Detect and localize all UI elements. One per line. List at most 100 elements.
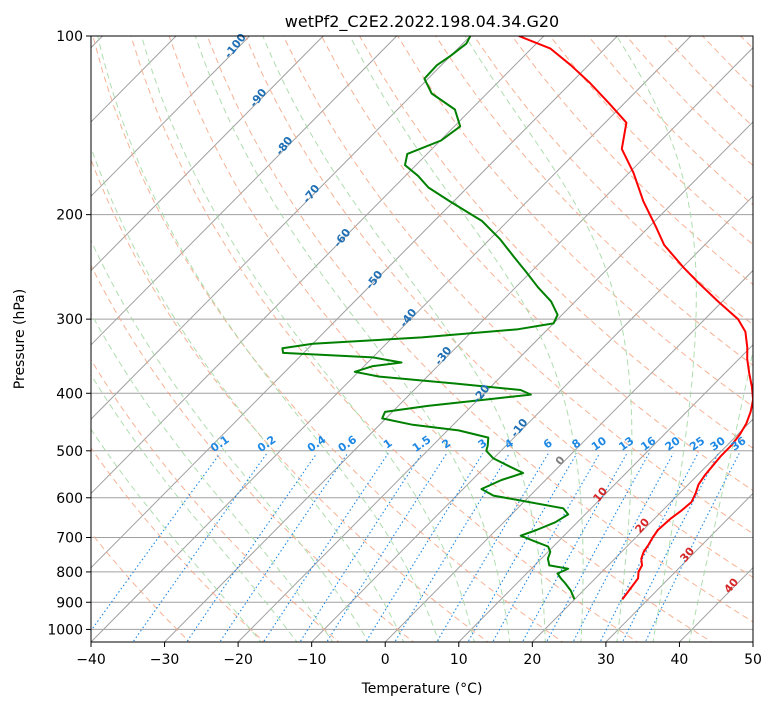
dry-adiabat-label: 0 (553, 453, 568, 467)
mixing-ratio-label: 0.4 (305, 433, 329, 455)
mixing-ratio-line (365, 453, 484, 642)
isotherm--30 (164, 46, 753, 642)
moist-adiabat-label: -70 (300, 182, 323, 206)
moist-adiabat-5 (97, 36, 440, 642)
dry-adiabat-120 (473, 36, 753, 326)
mixing-ratio-line (91, 453, 221, 632)
y-tick-label: 500 (56, 444, 83, 460)
mixing-ratio-line (262, 453, 389, 642)
mixing-ratio-line (436, 453, 549, 642)
y-tick-label: 200 (56, 208, 83, 224)
mixing-ratio-label: 0.1 (208, 433, 231, 455)
y-tick-label: 700 (56, 531, 83, 547)
isotherm-30 (605, 492, 753, 642)
dewpoint-line (281, 36, 576, 600)
dry-adiabat-0 (91, 264, 415, 642)
mixing-ratio-label: 0.6 (336, 433, 360, 455)
mixing-ratio-line (394, 453, 510, 642)
dry-adiabat-30 (130, 36, 639, 642)
mixing-ratio-line (492, 453, 601, 642)
moist-adiabat-35 (616, 36, 697, 642)
dry-adiabat-110 (435, 36, 753, 366)
moist-adiabat--5 (91, 239, 369, 642)
mixing-ratio-label: 1.5 (410, 433, 433, 455)
x-axis: −40 −30 −20 −10 0 10 20 30 40 50 (76, 642, 762, 668)
mixing-ratio-line (644, 453, 740, 642)
moist-adiabat-0 (91, 145, 405, 642)
y-tick-label: 800 (56, 565, 83, 581)
moist-adiabat-30 (464, 36, 633, 642)
dry-adiabat-label: 30 (677, 544, 697, 564)
moist-adiabat--20 (91, 428, 262, 642)
mixing-ratio-line (521, 453, 628, 642)
dry-adiabat-40 (168, 36, 713, 642)
x-axis-title: Temperature (°C) (361, 681, 483, 697)
x-tick-label: −10 (297, 652, 327, 668)
mixing-ratio-line (572, 453, 674, 642)
moist-adiabat-40 (688, 348, 753, 642)
mixing-ratio-label: 1 (381, 436, 395, 451)
isotherm--100 (91, 36, 250, 197)
dry-adiabat--20 (91, 447, 266, 642)
dry-adiabat-70 (282, 36, 753, 535)
x-tick-label: 30 (597, 652, 615, 668)
mixing-ratio-label: 2 (440, 436, 454, 451)
moist-adiabat-15 (194, 36, 511, 642)
x-tick-label: −30 (150, 652, 180, 668)
y-tick-label: 300 (56, 312, 83, 328)
y-axis-title: Pressure (hPa) (12, 289, 28, 389)
isotherm--80 (91, 36, 398, 346)
mixing-ratio-line (545, 453, 650, 642)
y-tick-label: 600 (56, 491, 83, 507)
dry-adiabat-80 (321, 36, 753, 492)
moist-adiabat-label: -60 (331, 226, 354, 250)
moist-adiabat-label: -50 (363, 268, 386, 292)
isotherm--70 (91, 36, 471, 420)
x-tick-label: 10 (450, 652, 468, 668)
x-tick-label: 20 (523, 652, 541, 668)
x-tick-label: −40 (76, 652, 106, 668)
moist-adiabat-label: -90 (247, 86, 270, 110)
y-tick-label: 100 (56, 29, 83, 45)
temperature-line (518, 36, 753, 600)
y-tick-label: 900 (56, 595, 83, 611)
moist-adiabat-25 (349, 36, 584, 642)
y-tick-label: 1000 (47, 622, 83, 638)
line-labels: 0.1 0.2 0.4 0.6 1 1.5 2 3 4 6 8 10 13 16 20 25 30 36-100-… (208, 31, 749, 596)
chart-title: wetPf2_C2E2.2022.198.04.34.G20 (285, 12, 559, 32)
mixing-ratio-line (326, 453, 448, 642)
mixing-ratio-line (299, 453, 423, 642)
dry-adiabat--10 (91, 358, 340, 642)
isotherm--90 (91, 36, 324, 272)
mixing-ratio-line (219, 453, 349, 642)
dry-adiabat-50 (206, 36, 753, 623)
dry-adiabat-90 (359, 36, 753, 449)
profile-lines (281, 36, 753, 600)
mixing-ratio-line (621, 453, 719, 642)
y-axis: 100 200 300 400 500 600 700 800 900 1000 (47, 29, 91, 638)
dry-adiabat-60 (244, 36, 753, 578)
isotherm-20 (531, 418, 753, 642)
dry-adiabat-140 (549, 36, 753, 246)
moist-adiabat-label: -100 (222, 31, 249, 61)
moist-adiabat-label: -30 (432, 344, 455, 368)
moist-adiabat-label: -40 (397, 306, 420, 330)
mixing-ratio-label: 6 (541, 436, 555, 451)
background-lines (91, 36, 753, 642)
moist-adiabat-10 (141, 36, 475, 642)
isotherm-50 (752, 641, 753, 642)
mixing-ratio-line (185, 453, 318, 642)
dry-adiabat-10 (91, 158, 489, 642)
isotherm--10 (311, 195, 753, 642)
x-tick-label: −20 (223, 652, 253, 668)
isotherm--20 (237, 121, 753, 642)
moist-adiabat-label: -80 (273, 134, 296, 158)
isotherm-10 (458, 344, 753, 642)
x-tick-label: 0 (381, 652, 390, 668)
isotherm--60 (91, 36, 545, 495)
dry-adiabat-20 (92, 36, 564, 642)
plot-frame (90, 35, 754, 643)
moist-adiabat-20 (262, 36, 546, 642)
dry-adiabat-180 (702, 36, 753, 89)
